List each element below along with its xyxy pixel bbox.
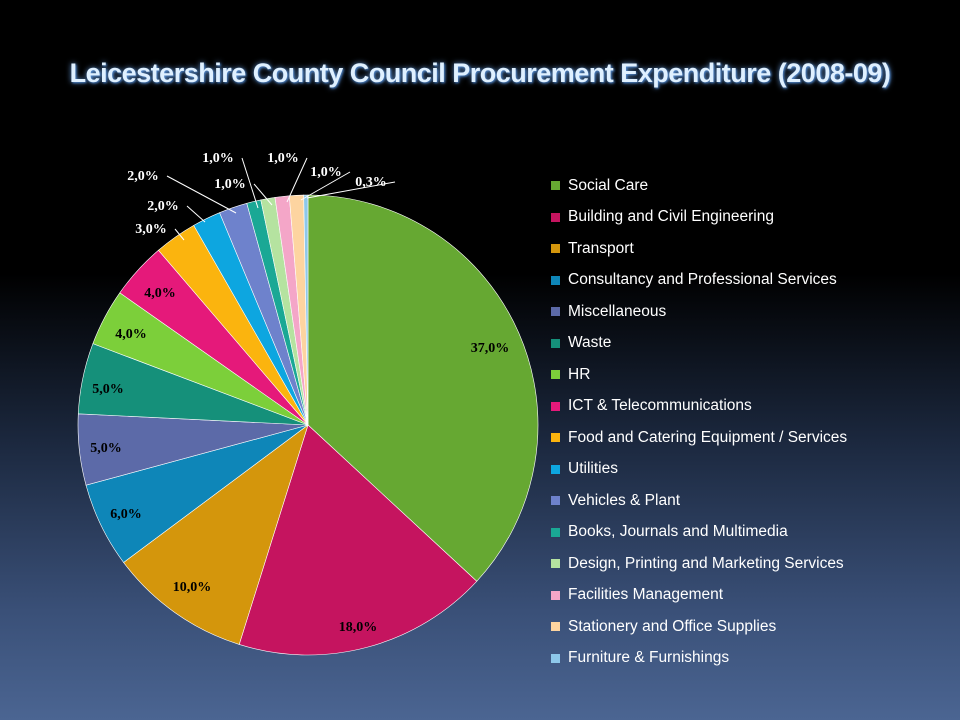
legend-label: Utilities	[568, 460, 618, 478]
legend-label: Furniture & Furnishings	[568, 649, 730, 667]
legend-item: Stationery and Office Supplies	[551, 611, 847, 643]
legend-swatch	[551, 370, 560, 380]
legend-swatch	[551, 212, 560, 222]
legend-label: Facilities Management	[568, 586, 724, 604]
legend-item: Books, Journals and Multimedia	[551, 517, 847, 549]
legend-item: Consultancy and Professional Services	[551, 265, 847, 297]
data-label: 1,0%	[310, 165, 342, 180]
legend-label: ICT & Telecommunications	[568, 397, 752, 415]
legend-swatch	[551, 338, 560, 348]
legend-item: HR	[551, 359, 847, 391]
legend-label: Waste	[568, 334, 612, 352]
legend-swatch	[551, 307, 560, 317]
leader-line	[253, 183, 273, 206]
legend-swatch	[551, 653, 560, 663]
data-label: 5,0%	[90, 441, 122, 456]
pie-slice	[123, 424, 309, 645]
legend-swatch	[551, 559, 560, 569]
leader-line	[241, 157, 259, 209]
legend-label: Stationery and Office Supplies	[568, 617, 777, 635]
chart-legend: Social Care Building and Civil Engineerin…	[551, 170, 847, 674]
data-label: 4,0%	[115, 327, 147, 342]
legend-swatch	[551, 244, 560, 254]
legend-swatch	[551, 181, 560, 191]
data-label: 6,0%	[110, 507, 142, 522]
legend-label: Books, Journals and Multimedia	[568, 523, 788, 541]
data-label: 18,0%	[339, 620, 378, 635]
legend-label: Vehicles & Plant	[568, 491, 681, 509]
data-label: 3,0%	[135, 222, 167, 237]
leader-line	[286, 157, 308, 203]
legend-swatch	[551, 496, 560, 506]
legend-label: Consultancy and Professional Services	[568, 271, 837, 289]
leader-line	[174, 228, 185, 241]
data-label: 10,0%	[173, 580, 212, 595]
pie-slice	[238, 424, 478, 656]
legend-item: Transport	[551, 233, 847, 265]
legend-item: Food and Catering Equipment / Services	[551, 422, 847, 454]
legend-item: ICT & Telecommunications	[551, 391, 847, 423]
data-label: 2,0%	[147, 199, 179, 214]
legend-swatch	[551, 590, 560, 600]
legend-swatch	[551, 527, 560, 537]
data-label: 1,0%	[267, 151, 299, 166]
data-label: 37,0%	[471, 341, 510, 356]
legend-swatch	[551, 433, 560, 443]
data-label: 5,0%	[92, 382, 124, 397]
legend-label: HR	[568, 365, 591, 383]
legend-item: Furniture & Furnishings	[551, 643, 847, 675]
legend-swatch	[551, 622, 560, 632]
data-label: 4,0%	[144, 286, 176, 301]
data-label: 1,0%	[202, 151, 234, 166]
data-label: 2,0%	[127, 169, 159, 184]
legend-item: Social Care	[551, 170, 847, 202]
legend-item: Miscellaneous	[551, 296, 847, 328]
chart-title: Leicestershire County Council Procuremen…	[69, 58, 891, 88]
legend-item: Building and Civil Engineering	[551, 202, 847, 234]
legend-swatch	[551, 401, 560, 411]
pie-slice	[303, 194, 309, 426]
legend-label: Building and Civil Engineering	[568, 208, 774, 226]
leader-line	[166, 175, 237, 214]
legend-label: Transport	[568, 239, 634, 257]
legend-label: Food and Catering Equipment / Services	[568, 428, 848, 446]
legend-label: Social Care	[568, 176, 649, 194]
legend-item: Waste	[551, 328, 847, 360]
data-label: 0,3%	[355, 175, 387, 190]
data-label: 1,0%	[214, 177, 246, 192]
legend-label: Miscellaneous	[568, 302, 667, 320]
legend-item: Vehicles & Plant	[551, 485, 847, 517]
legend-item: Utilities	[551, 454, 847, 486]
legend-label: Design, Printing and Marketing Services	[568, 554, 844, 572]
pie-slice	[307, 194, 539, 582]
legend-item: Facilities Management	[551, 580, 847, 612]
leader-line	[186, 205, 206, 223]
leader-line	[300, 171, 351, 201]
legend-swatch	[551, 275, 560, 285]
leader-line	[306, 181, 396, 199]
legend-item: Design, Printing and Marketing Services	[551, 548, 847, 580]
legend-swatch	[551, 464, 560, 474]
